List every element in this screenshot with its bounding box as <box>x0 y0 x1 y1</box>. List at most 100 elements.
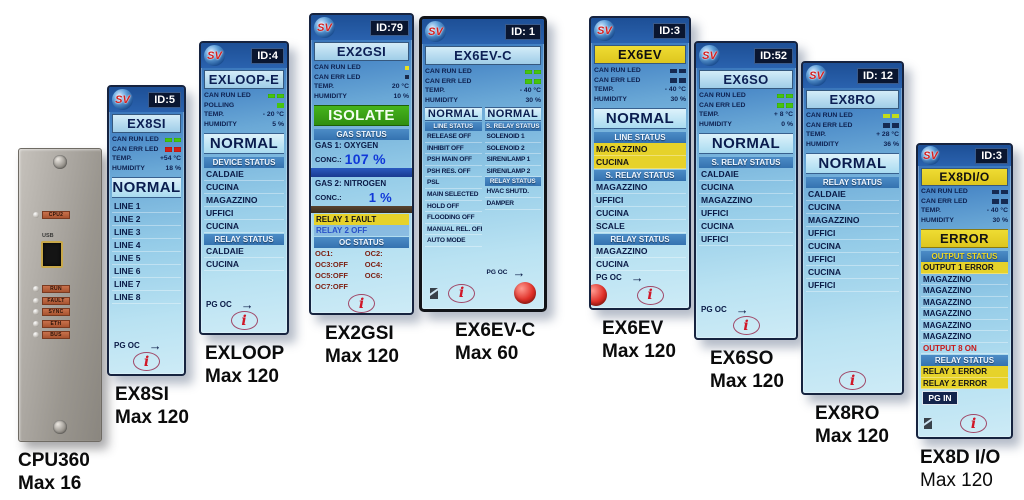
pg-oc-label: PG OC <box>486 269 508 276</box>
arrow-right-icon: → <box>240 297 254 312</box>
caption-exloop: EXLOOP Max 120 <box>205 342 289 388</box>
list-item: CALDAIE <box>204 245 284 258</box>
stat-row: CAN ERR LED <box>425 77 541 87</box>
info-row: i <box>696 314 796 338</box>
can-run-led-indicator <box>163 138 181 143</box>
stat-label: TEMP. <box>594 86 614 94</box>
list-item: HOLD OFF <box>425 201 482 213</box>
info-button[interactable]: i <box>732 316 760 335</box>
srelay-status-header: S. RELAY STATUS <box>699 157 793 168</box>
list-item: MAGAZZINO <box>921 320 1008 331</box>
device-title: EX8RO <box>806 90 899 109</box>
status-readouts: CAN RUN LED CAN ERR LED TEMP. - 40 °C HUMIDI… <box>918 187 1011 227</box>
relay-status-header: RELAY STATUS <box>921 355 1008 366</box>
stat-label: CAN ERR LED <box>112 145 159 153</box>
info-button[interactable]: i <box>448 283 475 303</box>
stat-row: TEMP. - 40 °C <box>594 85 686 95</box>
can-run-led-indicator <box>403 66 409 70</box>
device-id: ID:4 <box>251 47 284 64</box>
stat-row: HUMIDITY 10 % <box>314 92 409 102</box>
module-name: CPU360 <box>18 450 90 471</box>
list-item: SOLENOID 1 <box>484 131 541 143</box>
list-item: SIREN/LAMP 1 <box>484 154 541 166</box>
list-item: MAGAZZINO <box>921 308 1008 320</box>
info-button[interactable]: i <box>348 294 375 313</box>
list-item: RELAY 2 ERROR <box>921 377 1008 389</box>
list-item: LINE 4 <box>112 239 181 252</box>
polling-indicator <box>275 103 284 108</box>
can-err-led-indicator <box>523 79 541 84</box>
stat-label: TEMP. <box>699 111 719 119</box>
relay-list: RELAY 1 ERROR RELAY 2 ERROR <box>918 366 1011 389</box>
status-readouts: CAN RUN LED CAN ERR LED TEMP. +54 °C HUMIDIT… <box>109 134 184 175</box>
stat-row: CAN ERR LED <box>806 121 899 131</box>
stat-label: HUMIDITY <box>806 140 839 148</box>
list-item: LINE 2 <box>112 213 181 226</box>
module-max: Max 120 <box>115 407 189 428</box>
device-list: CALDAIE CUCINA MAGAZZINO UFFICI CUCINA <box>201 168 287 233</box>
module-max: Max 120 <box>710 371 784 392</box>
list-item: LINE 3 <box>112 226 181 239</box>
stat-row: HUMIDITY 5 % <box>204 120 284 130</box>
list-item: MAGAZZINO <box>921 274 1008 285</box>
screen-header: SV ID: 1 <box>422 19 544 44</box>
sync-led-label: SYNC <box>42 308 70 316</box>
list-item: LINE 1 <box>112 200 181 213</box>
module-name: EX6EV <box>602 318 664 339</box>
device-id: ID:52 <box>754 47 793 64</box>
stat-row: TEMP. - 20 °C <box>204 110 284 120</box>
device-id: ID:79 <box>370 19 409 36</box>
sync-led-row: SYNC <box>33 308 70 316</box>
stat-value: 30 % <box>670 95 687 103</box>
list-item: MAGAZZINO <box>921 285 1008 297</box>
info-button[interactable]: i <box>636 285 664 305</box>
list-item: DAMPER <box>484 198 541 210</box>
line-status-header: LINE STATUS <box>594 132 686 143</box>
stat-value: +54 °C <box>159 155 181 163</box>
stat-row: TEMP. +54 °C <box>112 154 181 164</box>
cpu360-front-panel: CPU2 USB RUN FAULT SYNC ETH BUS <box>18 148 102 442</box>
alarm-led <box>591 284 607 306</box>
conc-label: CONC.: <box>315 154 342 164</box>
list-item: OC5:OFF <box>315 271 348 280</box>
srelay-list: MAGAZZINO UFFICI CUCINA SCALE <box>591 181 689 233</box>
oc-status-grid: OC1: OC2: OC3:OFF OC4: OC5:OFF OC6: OC7:OFF <box>311 248 412 292</box>
stat-label: CAN RUN LED <box>806 112 853 120</box>
list-item: UFFICI <box>806 227 899 240</box>
ex8dio-screen: SV ID:3 EX8DI/O CAN RUN LED CAN ERR LED TE… <box>916 143 1013 439</box>
list-item: PSH MAIN OFF <box>425 154 482 166</box>
sv-logo: SV <box>594 20 615 41</box>
info-button[interactable]: i <box>133 352 160 371</box>
stat-row: HUMIDITY 36 % <box>806 140 899 150</box>
ex8si-screen: SV ID:5 EX8SI CAN RUN LED CAN ERR LED TEMP… <box>107 85 186 376</box>
can-err-led-indicator <box>990 199 1008 204</box>
screen-header: SV ID:5 <box>109 87 184 112</box>
stat-value: - 40 °C <box>986 207 1008 215</box>
srelay-status-header: S. RELAY STATUS <box>594 170 686 181</box>
stat-label: HUMIDITY <box>112 164 145 172</box>
status-readouts: CAN RUN LED CAN ERR LED TEMP. 20 °C HUMIDITY… <box>311 62 412 103</box>
module-ex8dio: SV ID:3 EX8DI/O CAN RUN LED CAN ERR LED TE… <box>916 143 1013 492</box>
gas-status-header: GAS STATUS <box>314 129 409 140</box>
stat-label: TEMP. <box>806 131 826 139</box>
list-item: MAGAZZINO <box>594 181 686 194</box>
info-button[interactable]: i <box>839 371 866 390</box>
status-banner: ERROR <box>921 229 1008 248</box>
list-item: FLOODING OFF <box>425 212 482 224</box>
module-max: Max 120 <box>920 470 993 491</box>
srelay-list: CALDAIE CUCINA MAGAZZINO UFFICI CUCINA UFFICI <box>696 168 796 246</box>
device-id: ID:5 <box>148 91 181 108</box>
stat-label: CAN RUN LED <box>921 188 968 196</box>
stat-row: CAN ERR LED <box>921 197 1008 207</box>
info-button[interactable]: i <box>230 311 258 330</box>
stat-label: TEMP. <box>112 155 132 163</box>
stat-label: HUMIDITY <box>594 95 627 103</box>
info-button[interactable]: i <box>960 414 987 433</box>
stat-value: 36 % <box>883 140 900 148</box>
list-item: CUCINA <box>806 266 899 279</box>
list-item: MAGAZZINO <box>921 297 1008 308</box>
caption-ex6evc: EX6EV-C Max 60 <box>455 319 547 365</box>
stat-row: TEMP. - 40 °C <box>921 206 1008 216</box>
module-name: EX2GSI <box>325 323 394 344</box>
usb-port <box>41 241 63 268</box>
